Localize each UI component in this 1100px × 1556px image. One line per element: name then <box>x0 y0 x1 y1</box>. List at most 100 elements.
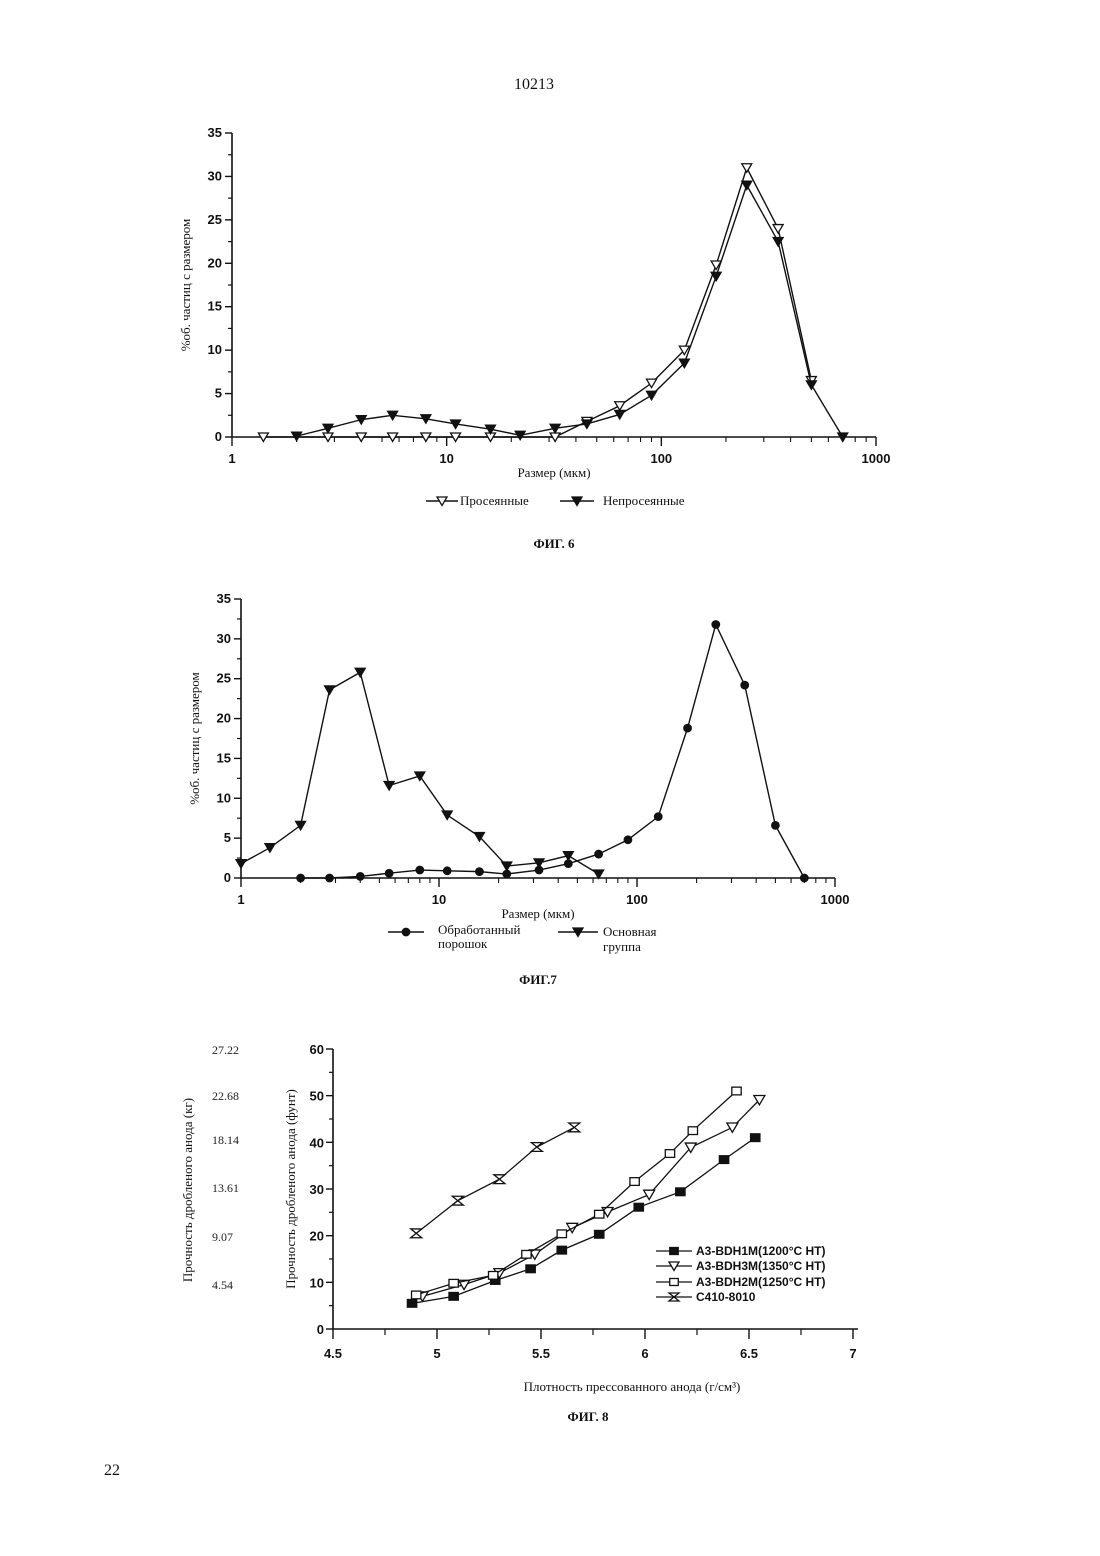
fig6-y-tick-label: 10 <box>208 342 222 357</box>
fig8-series-1-point <box>676 1188 685 1196</box>
fig6-y-axis-label: %об. частиц с размером <box>178 219 193 352</box>
fig6-series-1-point <box>773 225 783 234</box>
fig8-legend-label-1: A3-BDH1M(1200°C HT) <box>696 1244 826 1258</box>
fig8-series-4-point <box>452 1196 463 1205</box>
fig8-x-tick-label: 6 <box>641 1346 648 1361</box>
fig8-series-3-point <box>557 1230 566 1238</box>
fig8-series-1-point <box>595 1230 604 1238</box>
fig6-series-2-point <box>806 381 816 390</box>
fig7-y-tick-label: 35 <box>217 591 231 606</box>
fig8-y-tick-label: 30 <box>310 1182 324 1197</box>
fig8-series-4-point <box>569 1123 580 1132</box>
fig8-y-tick-label: 0 <box>317 1322 324 1337</box>
fig8-series-2-point <box>644 1190 655 1199</box>
fig8-x-tick-label: 5 <box>433 1346 440 1361</box>
fig8-y2-tick-label: 13.61 <box>212 1181 239 1195</box>
fig7-y-tick-label: 0 <box>224 870 231 885</box>
fig8-series-3-point <box>449 1279 458 1287</box>
fig8-y2-tick-label: 4.54 <box>212 1278 233 1292</box>
fig8-y2-tick-label: 27.22 <box>212 1043 239 1057</box>
fig8-legend-label-4: C410-8010 <box>696 1290 756 1304</box>
fig8-y2-tick-label: 18.14 <box>212 1133 239 1147</box>
fig8-series-3-point <box>688 1127 697 1135</box>
fig8-y-axis-label: Прочность дробленого анода (фунт) <box>283 1089 298 1289</box>
fig8-series-1-point <box>557 1246 566 1254</box>
fig7-series-2-point <box>265 844 275 853</box>
fig6-legend-label-1: Просеянные <box>460 493 529 508</box>
fig6-y-tick-label: 35 <box>208 125 222 140</box>
fig8-y-tick-label: 60 <box>310 1042 324 1057</box>
figure-6-chart: 051015202530351101001000Размер (мкм)%об.… <box>178 125 890 551</box>
fig7-series-2-point <box>415 772 425 781</box>
fig8-series-2-point <box>727 1123 738 1132</box>
fig6-y-tick-label: 15 <box>208 299 222 314</box>
fig6-y-tick-label: 20 <box>208 255 222 270</box>
fig8-series-4-line <box>416 1127 574 1233</box>
fig8-series-1-point <box>526 1265 535 1273</box>
fig8-series-3-point <box>412 1291 421 1299</box>
fig8-x-tick-label: 4.5 <box>324 1346 342 1361</box>
fig7-series-2-point <box>236 860 246 869</box>
fig7-series-2-point <box>355 668 365 677</box>
fig8-series-1-point <box>751 1134 760 1142</box>
fig6-x-tick-label: 1000 <box>862 451 891 466</box>
fig7-series-1-point <box>443 867 451 875</box>
fig8-series-3-point <box>732 1087 741 1095</box>
fig7-y-tick-label: 30 <box>217 631 231 646</box>
fig7-series-1-point <box>416 866 424 874</box>
fig7-series-1-point <box>684 724 692 732</box>
fig6-y-tick-label: 25 <box>208 212 222 227</box>
fig7-series-1-point <box>326 874 334 882</box>
fig7-y-tick-label: 15 <box>217 750 231 765</box>
fig6-x-tick-label: 10 <box>439 451 453 466</box>
fig7-series-1-point <box>801 874 809 882</box>
fig8-x-axis-label: Плотность прессованного анода (г/см³) <box>524 1379 741 1394</box>
fig8-series-3-point <box>630 1178 639 1186</box>
fig6-series-2-point <box>647 391 657 400</box>
fig6-series-1-point <box>615 402 625 411</box>
fig8-y-tick-label: 20 <box>310 1229 324 1244</box>
fig6-y-tick-label: 30 <box>208 168 222 183</box>
fig7-series-1-point <box>624 836 632 844</box>
fig8-y2-tick-label: 9.07 <box>212 1230 233 1244</box>
fig7-series-1-point <box>595 850 603 858</box>
fig7-x-axis-label: Размер (мкм) <box>501 906 574 921</box>
fig7-legend-label-1b: порошок <box>438 936 488 951</box>
fig8-x-tick-label: 7 <box>849 1346 856 1361</box>
fig7-x-tick-label: 1000 <box>821 892 850 907</box>
fig7-series-1-point <box>297 874 305 882</box>
fig7-series-1-line <box>301 625 805 878</box>
fig8-x-tick-label: 5.5 <box>532 1346 550 1361</box>
fig7-series-1-point <box>476 868 484 876</box>
fig7-series-1-point <box>356 873 364 881</box>
fig6-series-2-point <box>515 431 525 440</box>
fig7-legend-label-1a: Обработанный <box>438 922 520 937</box>
fig7-y-tick-label: 25 <box>217 671 231 686</box>
fig8-y2-axis-label: Прочность дробленого анода (кг) <box>180 1098 195 1282</box>
fig8-legend-label-3: A3-BDH2M(1250°C HT) <box>696 1275 826 1289</box>
fig7-series-1-point <box>385 869 393 877</box>
fig7-y-axis-label: %об. частиц с размером <box>187 672 202 805</box>
fig7-y-tick-label: 20 <box>217 711 231 726</box>
fig8-y2-tick-label: 22.68 <box>212 1089 239 1103</box>
fig8-series-4-point <box>531 1143 542 1152</box>
fig8-series-1-point <box>449 1292 458 1300</box>
fig6-x-tick-label: 1 <box>228 451 235 466</box>
fig7-x-tick-label: 1 <box>237 892 244 907</box>
fig8-series-3-point <box>522 1250 531 1258</box>
fig8-series-3-point <box>595 1210 604 1218</box>
fig7-x-tick-label: 10 <box>432 892 446 907</box>
fig6-x-tick-label: 100 <box>650 451 672 466</box>
fig7-series-1-point <box>712 621 720 629</box>
fig8-y-tick-label: 50 <box>310 1089 324 1104</box>
fig6-series-2-point <box>711 272 721 281</box>
fig7-series-2-point <box>442 811 452 820</box>
fig6-caption: ФИГ. 6 <box>533 536 575 551</box>
figure-7-chart: 051015202530351101001000Размер (мкм)%об.… <box>187 591 849 987</box>
fig6-legend-label-2: Непросеянные <box>603 493 685 508</box>
fig7-legend-label-2a: Основная <box>603 924 656 939</box>
fig8-series-3-point <box>488 1271 497 1279</box>
fig8-caption: ФИГ. 8 <box>567 1409 609 1424</box>
fig8-x-tick-label: 6.5 <box>740 1346 758 1361</box>
